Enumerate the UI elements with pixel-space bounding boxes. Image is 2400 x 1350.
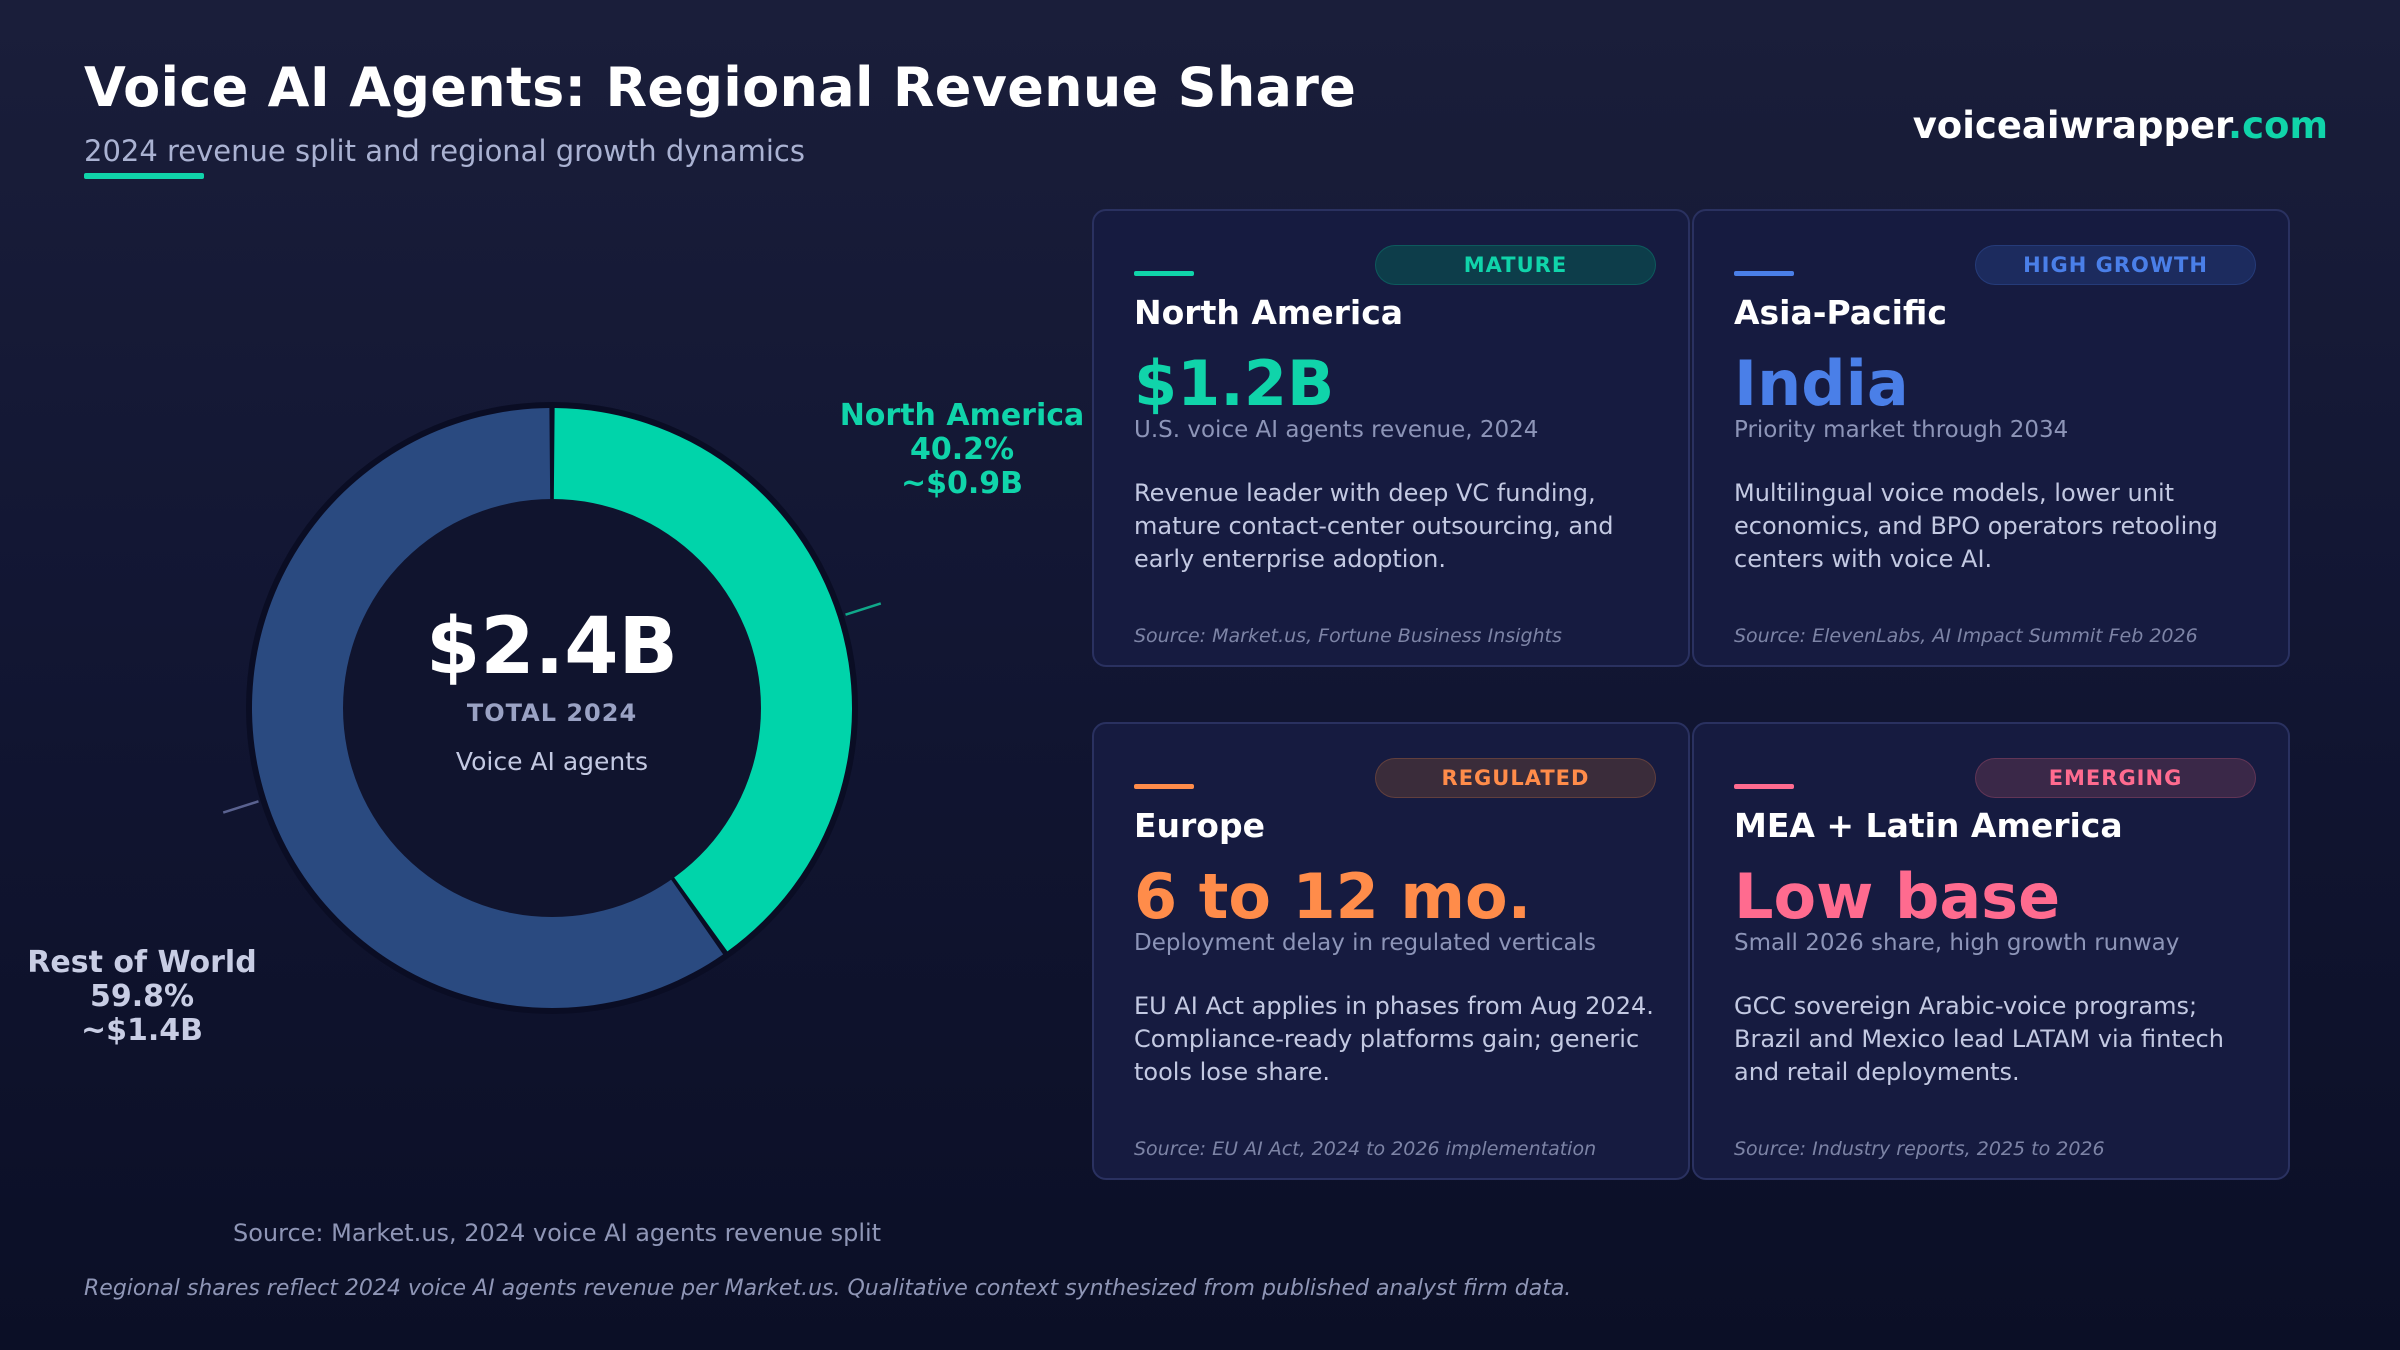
- card-region-name: MEA + Latin America: [1734, 806, 2123, 845]
- card-description: Revenue leader with deep VC funding, mat…: [1134, 479, 1614, 573]
- card-asia-pacific: HIGH GROWTH Asia-Pacific India Priority mar…: [1692, 209, 2290, 667]
- card-accent-mark: [1734, 271, 1794, 276]
- donut-slice-north-america: [553, 408, 853, 952]
- card-stat-caption: Small 2026 share, high growth runway: [1734, 930, 2180, 956]
- card-status-badge: HIGH GROWTH: [1975, 245, 2256, 285]
- chart-source: Source: Market.us, 2024 voice AI agents …: [233, 1219, 882, 1247]
- card-north-america: MATURE North America $1.2B U.S. voice AI ag…: [1092, 209, 1690, 667]
- donut-hole: [343, 499, 761, 917]
- card-region-name: Europe: [1134, 806, 1265, 845]
- card-accent-mark: [1134, 271, 1194, 276]
- card-headline-stat: 6 to 12 mo.: [1134, 860, 1532, 933]
- brand-name: voiceaiwrapper: [1912, 104, 2229, 147]
- card-source: Source: ElevenLabs, AI Impact Summit Feb…: [1734, 625, 2198, 647]
- callout-leader-line: [222, 800, 259, 814]
- card-source: Source: Industry reports, 2025 to 2026: [1734, 1138, 2105, 1160]
- callout-amount-label: ~$1.4B: [81, 1013, 203, 1048]
- card-accent-mark: [1134, 784, 1194, 789]
- callout-category-label: Rest of World: [27, 945, 256, 980]
- card-description: Multilingual voice models, lower unit ec…: [1734, 479, 2218, 573]
- card-mea-latam: EMERGING MEA + Latin America Low base Small…: [1692, 722, 2290, 1180]
- card-stat-caption: Priority market through 2034: [1734, 417, 2069, 443]
- callout-percent-label: 59.8%: [90, 979, 194, 1014]
- donut-center-total: $2.4B: [426, 602, 678, 692]
- card-status-badge: REGULATED: [1375, 758, 1656, 798]
- card-description: EU AI Act applies in phases from Aug 202…: [1134, 992, 1654, 1086]
- page-title: Voice AI Agents: Regional Revenue Share: [84, 56, 1357, 119]
- card-stat-caption: U.S. voice AI agents revenue, 2024: [1134, 417, 1539, 443]
- donut-center-label: TOTAL 2024: [467, 699, 637, 727]
- donut-slice-rest-of-world: [252, 408, 724, 1008]
- callout-leader-line: [845, 602, 882, 616]
- card-europe: REGULATED Europe 6 to 12 mo. Deployment del…: [1092, 722, 1690, 1180]
- card-region-name: Asia-Pacific: [1734, 293, 1947, 332]
- card-source: Source: Market.us, Fortune Business Insi…: [1134, 625, 1562, 647]
- donut-chart: $2.4B TOTAL 2024 Voice AI agents North A…: [27, 398, 1084, 1048]
- donut-center-sublabel: Voice AI agents: [456, 747, 648, 776]
- card-headline-stat: Low base: [1734, 860, 2061, 933]
- card-accent-mark: [1734, 784, 1794, 789]
- card-status-badge: EMERGING: [1975, 758, 2256, 798]
- callout-amount-label: ~$0.9B: [901, 466, 1023, 501]
- page-subtitle: 2024 revenue split and regional growth d…: [84, 134, 805, 168]
- brand-logo[interactable]: voiceaiwrapper.com: [1913, 104, 2328, 147]
- card-region-name: North America: [1134, 293, 1404, 332]
- card-stat-caption: Deployment delay in regulated verticals: [1134, 930, 1597, 956]
- card-status-badge: MATURE: [1375, 245, 1656, 285]
- card-source: Source: EU AI Act, 2024 to 2026 implemen…: [1134, 1138, 1597, 1160]
- brand-domain: .com: [2228, 104, 2328, 147]
- card-headline-stat: $1.2B: [1134, 347, 1335, 420]
- callout-percent-label: 40.2%: [910, 432, 1014, 467]
- title-accent-bar: [84, 173, 204, 179]
- footnote: Regional shares reflect 2024 voice AI ag…: [84, 1276, 1572, 1301]
- card-headline-stat: India: [1734, 347, 1909, 420]
- callout-category-label: North America: [840, 398, 1085, 433]
- card-description: GCC sovereign Arabic-voice programs; Bra…: [1734, 992, 2224, 1086]
- donut-slices: [252, 408, 853, 1008]
